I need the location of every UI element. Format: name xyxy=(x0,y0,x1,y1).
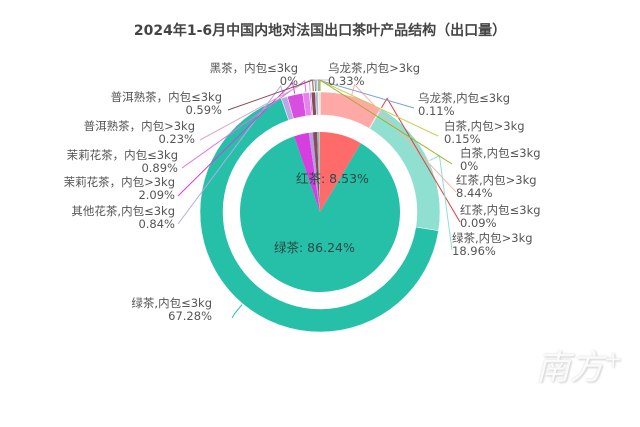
inner-pie xyxy=(239,132,400,292)
outer-label-value: 0.89% xyxy=(141,161,178,175)
inner-slice xyxy=(308,132,320,212)
outer-label-name: 红茶,内包>3kg xyxy=(456,173,537,187)
outer-label-name: 绿茶,内包≤3kg xyxy=(131,296,212,310)
leader-line xyxy=(309,79,317,92)
leader-line xyxy=(315,79,331,92)
leader-line xyxy=(181,79,307,169)
inner-slice xyxy=(239,136,400,292)
leader-lines xyxy=(177,79,461,319)
outer-label-name: 绿茶,内包>3kg xyxy=(452,231,533,245)
inner-slice xyxy=(312,132,320,212)
outer-label-name: 乌龙茶,内包>3kg xyxy=(328,61,420,75)
outer-label-name: 茉莉花茶，内包≤3kg xyxy=(67,148,178,162)
inner-label-green-tea: 绿茶: 86.24% xyxy=(274,240,355,255)
outer-label-value: 0.59% xyxy=(185,103,222,117)
inner-slice xyxy=(320,132,361,212)
outer-label-value: 0% xyxy=(280,74,298,88)
leader-line xyxy=(351,83,457,193)
outer-label-value: 0.33% xyxy=(328,74,365,88)
outer-label-name: 白茶,内包≤3kg xyxy=(460,146,541,160)
inner-slice xyxy=(319,132,320,212)
leader-line xyxy=(319,79,453,165)
leader-line xyxy=(177,81,296,197)
outer-label-value: 0% xyxy=(460,159,478,173)
outer-label-name: 普洱熟茶，内包≤3kg xyxy=(111,90,222,104)
outer-label-value: 0.23% xyxy=(158,132,195,146)
leader-line xyxy=(317,79,415,109)
outer-label-value: 67.28% xyxy=(168,309,212,323)
outer-label-value: 0.09% xyxy=(460,216,497,230)
chart-title: 2024年1-6月中国内地对法国出口茶叶产品结构（出口量） xyxy=(133,23,507,39)
inner-slice xyxy=(294,132,320,212)
outer-ring xyxy=(199,91,441,333)
inner-slice xyxy=(317,132,320,212)
outer-label-value: 0.15% xyxy=(444,132,481,146)
outer-label-name: 乌龙茶,内包≤3kg xyxy=(418,91,510,105)
leader-line xyxy=(231,304,243,319)
outer-label-name: 普洱熟茶，内包>3kg xyxy=(84,119,195,133)
outer-label-name: 红茶,内包≤3kg xyxy=(460,203,541,217)
leader-line xyxy=(381,97,461,223)
leader-line xyxy=(318,79,439,137)
outer-label-name: 其他花茶,内包≤3kg xyxy=(71,204,175,218)
outer-label-name: 茉莉花茶，内包>3kg xyxy=(64,175,175,189)
outer-label-value: 8.44% xyxy=(456,186,493,200)
outer-label-name: 黑茶，内包≤3kg xyxy=(210,61,298,75)
outer-slice xyxy=(319,91,382,129)
leader-line xyxy=(199,79,311,141)
outer-label-value: 2.09% xyxy=(138,188,175,202)
outer-label-value: 0.11% xyxy=(418,104,455,118)
inner-label-red-tea: 红茶: 8.53% xyxy=(296,171,369,186)
watermark-logo: 南方+ xyxy=(536,347,623,388)
outer-label-value: 0.84% xyxy=(138,217,175,231)
outer-label-value: 18.96% xyxy=(452,244,496,258)
outer-label-name: 白茶,内包>3kg xyxy=(444,119,525,133)
